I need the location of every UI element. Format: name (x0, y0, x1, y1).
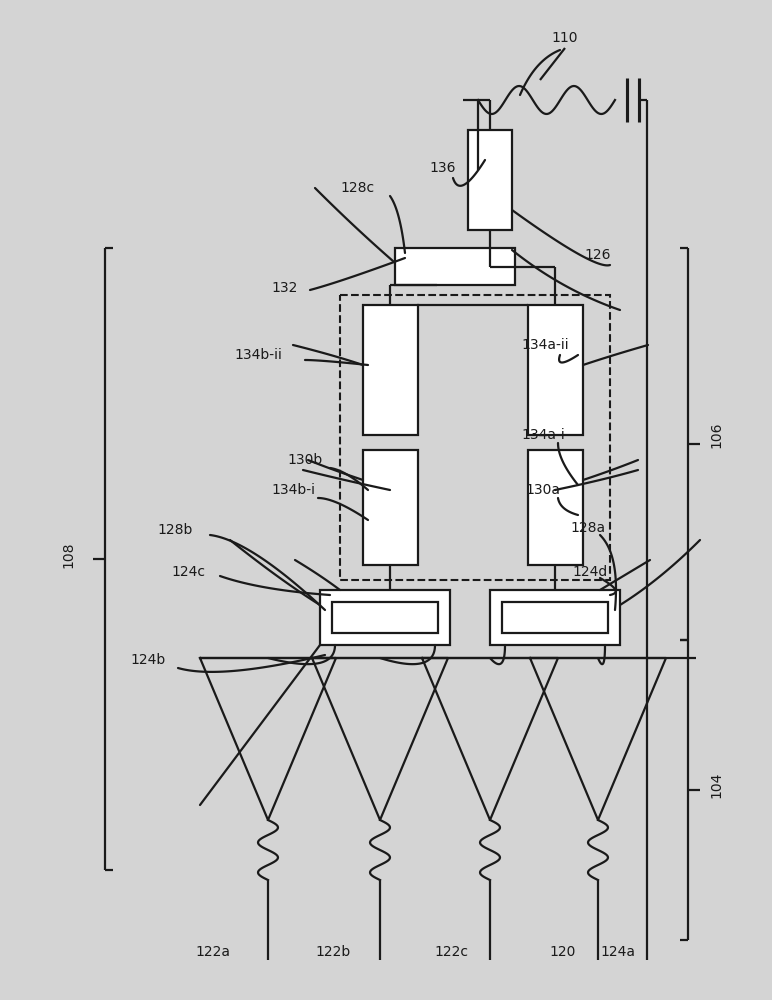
Text: 104: 104 (709, 772, 723, 798)
Text: 134a-i: 134a-i (521, 428, 565, 442)
Text: 128c: 128c (341, 181, 375, 195)
Text: 108: 108 (61, 542, 75, 568)
Text: 126: 126 (584, 248, 611, 262)
Bar (490, 590, 620, 645)
Text: 122a: 122a (195, 945, 231, 959)
Bar (395, 248, 515, 285)
Bar (320, 590, 450, 645)
Text: 134b-i: 134b-i (271, 483, 315, 497)
Bar (502, 602, 608, 633)
Text: 130b: 130b (287, 453, 323, 467)
Text: 124a: 124a (601, 945, 635, 959)
Text: 132: 132 (272, 281, 298, 295)
Text: 124b: 124b (130, 653, 166, 667)
Text: 134a-ii: 134a-ii (521, 338, 569, 352)
Bar (363, 450, 418, 565)
Text: 124d: 124d (572, 565, 608, 579)
Bar (340, 295, 610, 580)
Bar (528, 305, 583, 435)
Bar (528, 450, 583, 565)
Bar (468, 130, 512, 230)
Text: 130a: 130a (526, 483, 560, 497)
Bar (332, 602, 438, 633)
Text: 110: 110 (552, 31, 578, 45)
Text: 122c: 122c (434, 945, 468, 959)
Text: 134b-ii: 134b-ii (234, 348, 282, 362)
Text: 128a: 128a (571, 521, 605, 535)
Text: 122b: 122b (316, 945, 350, 959)
Text: 106: 106 (709, 422, 723, 448)
Text: 124c: 124c (171, 565, 205, 579)
Text: 128b: 128b (157, 523, 193, 537)
Bar (363, 305, 418, 435)
Text: 136: 136 (430, 161, 456, 175)
Text: 120: 120 (550, 945, 576, 959)
